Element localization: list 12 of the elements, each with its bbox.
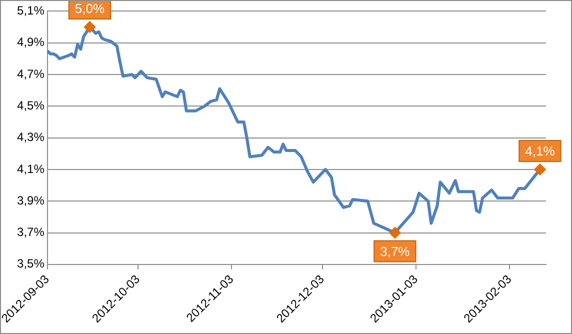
y-tick-label: 3,9% [17,193,45,208]
data-label: 5,0% [74,1,105,16]
y-tick-label: 4,3% [17,130,45,144]
y-tick-label: 4,1% [17,162,45,176]
y-tick-label: 4,7% [17,66,45,81]
y-tick-label: 4,5% [17,98,45,112]
y-tick-label: 5,1% [17,4,45,18]
data-label: 3,7% [380,244,410,259]
y-tick-label: 3,5% [17,256,45,271]
y-tick-label: 3,7% [17,225,45,240]
y-tick-label: 4,9% [17,35,45,50]
data-label: 4,1% [525,144,556,159]
